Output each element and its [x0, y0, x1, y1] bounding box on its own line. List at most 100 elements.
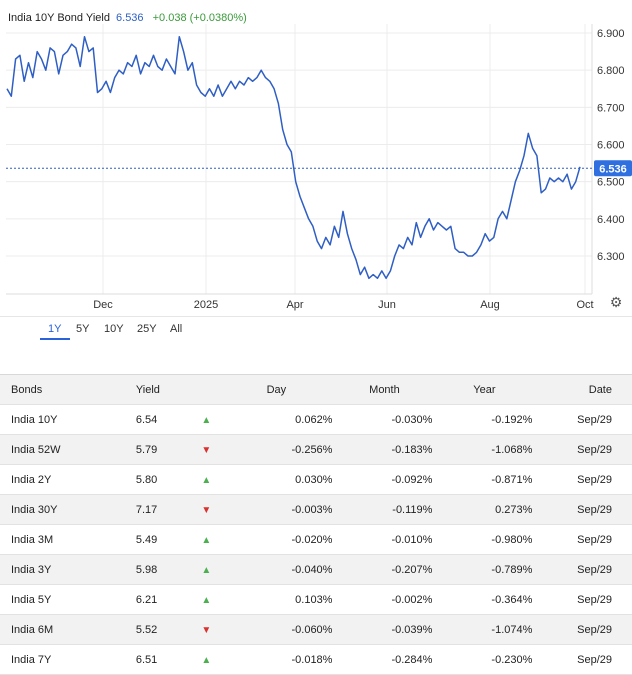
triangle-up-icon: ▲ — [201, 564, 212, 576]
bond-name-link[interactable]: India 3Y — [0, 554, 126, 585]
range-10y-button[interactable]: 10Y — [104, 323, 124, 335]
header-bonds[interactable]: Bonds — [0, 375, 126, 405]
year-change: -0.364% — [436, 584, 537, 615]
table-row[interactable]: India 7Y 6.51 ▲ -0.018% -0.284% -0.230% Sep/29 — [0, 644, 632, 675]
yield-series-line — [6, 35, 581, 280]
day-change: 0.062% — [220, 404, 337, 435]
y-tick-label: 6.300 — [597, 251, 625, 263]
triangle-up-icon: ▲ — [201, 474, 212, 486]
day-change: -0.020% — [220, 524, 337, 555]
triangle-up-icon: ▲ — [201, 414, 212, 426]
bond-name-link[interactable]: India 5Y — [0, 584, 126, 615]
direction-cell: ▲ — [192, 524, 221, 555]
day-change: -0.018% — [220, 644, 337, 675]
range-selector: 1Y 5Y 10Y 25Y All — [0, 316, 632, 341]
range-all-button[interactable]: All — [170, 323, 183, 335]
bond-date: Sep/29 — [536, 524, 632, 555]
header-date[interactable]: Date — [536, 375, 632, 405]
y-tick-label: 6.600 — [597, 140, 625, 152]
bond-yield: 7.17 — [125, 494, 193, 525]
year-change: 0.273% — [436, 494, 537, 525]
bonds-table: Bonds Yield Day Month Year Date India 10… — [0, 374, 632, 675]
triangle-down-icon: ▼ — [201, 444, 212, 456]
table-row[interactable]: India 6M 5.52 ▼ -0.060% -0.039% -1.074% Sep/29 — [0, 614, 632, 645]
range-1y-button[interactable]: 1Y — [48, 323, 62, 335]
yield-change: +0.038 (+0.0380%) — [152, 12, 247, 24]
table-row[interactable]: India 3Y 5.98 ▲ -0.040% -0.207% -0.789% Sep/29 — [0, 554, 632, 585]
active-range-indicator — [40, 338, 70, 340]
x-tick-label: 2025 — [194, 299, 218, 311]
range-5y-button[interactable]: 5Y — [76, 323, 90, 335]
year-change: -0.192% — [436, 404, 537, 435]
bond-date: Sep/29 — [536, 464, 632, 495]
bond-yield: 5.98 — [125, 554, 193, 585]
header-month[interactable]: Month — [336, 375, 437, 405]
year-change: -1.074% — [436, 614, 537, 645]
day-change: -0.003% — [220, 494, 337, 525]
table-row[interactable]: India 10Y 6.54 ▲ 0.062% -0.030% -0.192% Sep/29 — [0, 404, 632, 435]
bond-yield: 5.49 — [125, 524, 193, 555]
bond-name-link[interactable]: India 7Y — [0, 644, 126, 675]
table-row[interactable]: India 52W 5.79 ▼ -0.256% -0.183% -1.068% Sep/2… — [0, 434, 632, 465]
gear-icon[interactable]: ⚙ — [609, 295, 623, 311]
bond-name-link[interactable]: India 2Y — [0, 464, 126, 495]
y-tick-label: 6.900 — [597, 28, 625, 40]
day-change: 0.103% — [220, 584, 337, 615]
year-change: -0.980% — [436, 524, 537, 555]
bond-name-link[interactable]: India 30Y — [0, 494, 126, 525]
bond-date: Sep/29 — [536, 614, 632, 645]
triangle-down-icon: ▼ — [201, 504, 212, 516]
table-row[interactable]: India 30Y 7.17 ▼ -0.003% -0.119% 0.273% Sep/29 — [0, 494, 632, 525]
bond-yield: 5.80 — [125, 464, 193, 495]
header-yield[interactable]: Yield — [125, 375, 193, 405]
bond-yield: 5.79 — [125, 434, 193, 465]
bond-date: Sep/29 — [536, 554, 632, 585]
chart-canvas[interactable]: 6.900 6.800 6.700 6.600 6.500 6.400 6.300 Dec 20… — [0, 0, 632, 316]
x-tick-label: Oct — [576, 299, 593, 311]
triangle-up-icon: ▲ — [201, 534, 212, 546]
direction-cell: ▼ — [192, 614, 221, 645]
y-tick-label: 6.700 — [597, 102, 625, 114]
year-change: -0.789% — [436, 554, 537, 585]
y-tick-label: 6.800 — [597, 65, 625, 77]
range-25y-button[interactable]: 25Y — [137, 323, 157, 335]
header-day[interactable]: Day — [220, 375, 337, 405]
bond-name-link[interactable]: India 10Y — [0, 404, 126, 435]
bond-name-link[interactable]: India 3M — [0, 524, 126, 555]
bond-name-link[interactable]: India 52W — [0, 434, 126, 465]
bond-date: Sep/29 — [536, 494, 632, 525]
year-change: -0.871% — [436, 464, 537, 495]
direction-cell: ▼ — [192, 434, 221, 465]
y-tick-label: 6.500 — [597, 177, 625, 189]
y-tick-label: 6.400 — [597, 214, 625, 226]
month-change: -0.183% — [336, 434, 437, 465]
bond-date: Sep/29 — [536, 644, 632, 675]
header-year[interactable]: Year — [436, 375, 537, 405]
direction-cell: ▲ — [192, 464, 221, 495]
table-row[interactable]: India 5Y 6.21 ▲ 0.103% -0.002% -0.364% Sep/29 — [0, 584, 632, 615]
table-header-row: Bonds Yield Day Month Year Date — [0, 375, 632, 405]
bond-date: Sep/29 — [536, 404, 632, 435]
current-value-badge-text: 6.536 — [599, 163, 627, 175]
month-change: -0.039% — [336, 614, 437, 645]
x-tick-label: Apr — [286, 299, 303, 311]
table-row[interactable]: India 2Y 5.80 ▲ 0.030% -0.092% -0.871% Sep/29 — [0, 464, 632, 495]
direction-cell: ▲ — [192, 554, 221, 585]
month-change: -0.002% — [336, 584, 437, 615]
x-tick-label: Aug — [480, 299, 500, 311]
direction-cell: ▲ — [192, 404, 221, 435]
bond-date: Sep/29 — [536, 434, 632, 465]
table-row[interactable]: India 3M 5.49 ▲ -0.020% -0.010% -0.980% Sep/29 — [0, 524, 632, 555]
direction-cell: ▲ — [192, 644, 221, 675]
bond-yield: 6.51 — [125, 644, 193, 675]
chart-header: India 10Y Bond Yield 6.536 +0.038 (+0.03… — [8, 12, 247, 24]
month-change: -0.207% — [336, 554, 437, 585]
bond-name-link[interactable]: India 6M — [0, 614, 126, 645]
year-change: -1.068% — [436, 434, 537, 465]
yield-chart[interactable]: India 10Y Bond Yield 6.536 +0.038 (+0.03… — [0, 0, 632, 316]
direction-cell: ▼ — [192, 494, 221, 525]
header-arrow — [192, 375, 221, 405]
current-yield: 6.536 — [116, 12, 144, 24]
day-change: -0.040% — [220, 554, 337, 585]
bond-date: Sep/29 — [536, 584, 632, 615]
